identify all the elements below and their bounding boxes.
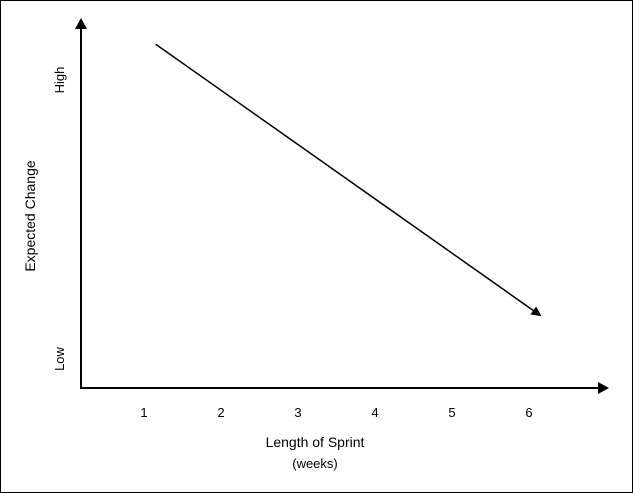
x-tick-label-1: 1 (140, 405, 147, 420)
x-tick-labels: 1 2 3 4 5 6 (140, 405, 532, 420)
series-layer (155, 43, 542, 317)
y-axis-title: Expected Change (22, 160, 38, 272)
series-line-1 (155, 43, 542, 317)
x-tick-label-6: 6 (525, 405, 532, 420)
y-tick-high: High (52, 67, 67, 94)
x-axis-arrowhead (598, 382, 609, 394)
y-axis-arrowhead (75, 18, 87, 29)
x-tick-label-2: 2 (217, 405, 224, 420)
x-axis-title: Length of Sprint (266, 434, 365, 450)
x-tick-label-3: 3 (294, 405, 301, 420)
y-tick-low: Low (52, 346, 67, 370)
x-axis-subtitle: (weeks) (292, 456, 338, 471)
x-tick-label-4: 4 (371, 405, 378, 420)
x-tick-label-5: 5 (448, 405, 455, 420)
